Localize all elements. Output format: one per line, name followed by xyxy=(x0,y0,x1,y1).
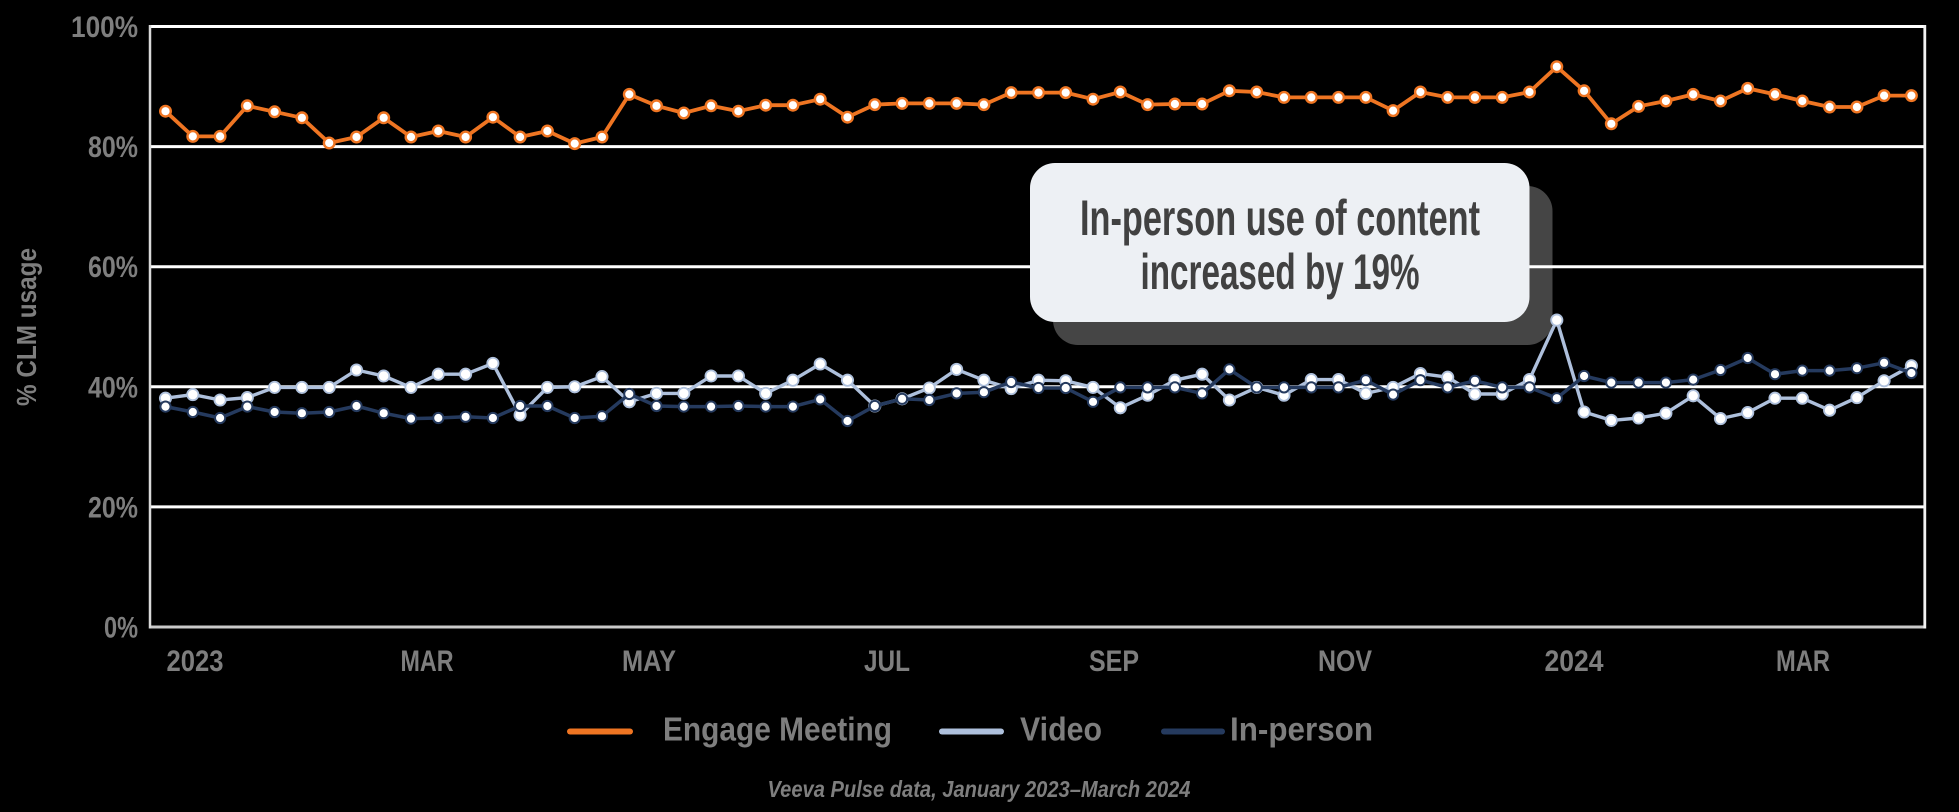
svg-text:In-person: In-person xyxy=(1230,711,1373,748)
svg-text:60%: 60% xyxy=(88,251,138,284)
svg-text:20%: 20% xyxy=(88,491,138,524)
svg-text:100%: 100% xyxy=(71,11,138,44)
svg-text:% CLM usage: % CLM usage xyxy=(11,248,42,406)
svg-text:2023: 2023 xyxy=(167,645,224,678)
svg-text:increased by 19%: increased by 19% xyxy=(1141,244,1420,300)
svg-text:2024: 2024 xyxy=(1545,645,1605,678)
svg-text:80%: 80% xyxy=(88,131,138,164)
svg-text:SEP: SEP xyxy=(1089,645,1139,678)
svg-text:Veeva Pulse data, January 2023: Veeva Pulse data, January 2023–March 202… xyxy=(768,776,1191,802)
svg-text:Engage Meeting: Engage Meeting xyxy=(663,711,892,748)
svg-text:MAR: MAR xyxy=(401,645,454,678)
svg-text:Video: Video xyxy=(1020,711,1102,748)
svg-text:MAY: MAY xyxy=(622,645,676,678)
svg-text:NOV: NOV xyxy=(1318,645,1372,678)
svg-text:JUL: JUL xyxy=(864,645,910,678)
svg-text:0%: 0% xyxy=(104,612,138,645)
svg-text:In-person use of content: In-person use of content xyxy=(1080,190,1480,246)
svg-text:40%: 40% xyxy=(88,371,138,404)
svg-text:MAR: MAR xyxy=(1776,645,1830,678)
